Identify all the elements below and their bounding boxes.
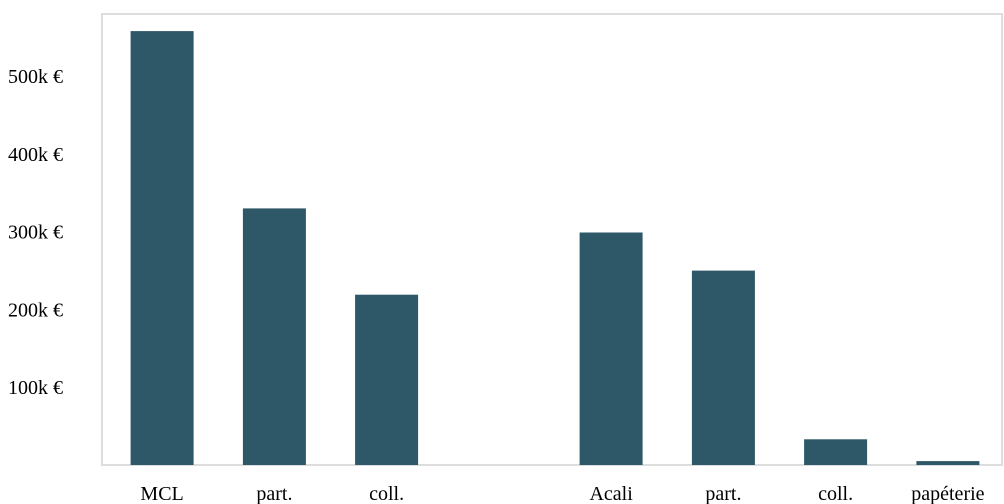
y-tick-label: 100k € — [8, 377, 63, 399]
bar — [916, 461, 980, 465]
x-tick-label: part. — [256, 483, 292, 504]
bar — [804, 439, 868, 465]
bar — [579, 232, 643, 465]
x-tick-label: MCL — [140, 483, 183, 504]
bars-layer — [130, 31, 980, 465]
bar — [691, 270, 755, 465]
x-tick-label: coll. — [818, 483, 853, 504]
y-tick-label: 400k € — [8, 144, 63, 166]
bar — [130, 31, 194, 465]
bar — [242, 208, 306, 465]
x-tick-label: Acali — [589, 483, 633, 504]
x-tick-label: coll. — [369, 483, 404, 504]
y-tick-label: 200k € — [8, 300, 63, 322]
y-tick-label: 300k € — [8, 222, 63, 244]
x-tick-label: part. — [705, 483, 741, 504]
x-axis-tick-labels: MCL part. coll. Acali part. coll. papéterie — [140, 483, 984, 504]
y-axis-tick-labels: 100k € 200k € 300k € 400k € 500k € — [8, 66, 63, 399]
plot-frame — [101, 13, 1003, 466]
bar — [355, 294, 419, 465]
x-tick-label: papéterie — [911, 483, 984, 504]
y-tick-label: 500k € — [8, 66, 63, 88]
